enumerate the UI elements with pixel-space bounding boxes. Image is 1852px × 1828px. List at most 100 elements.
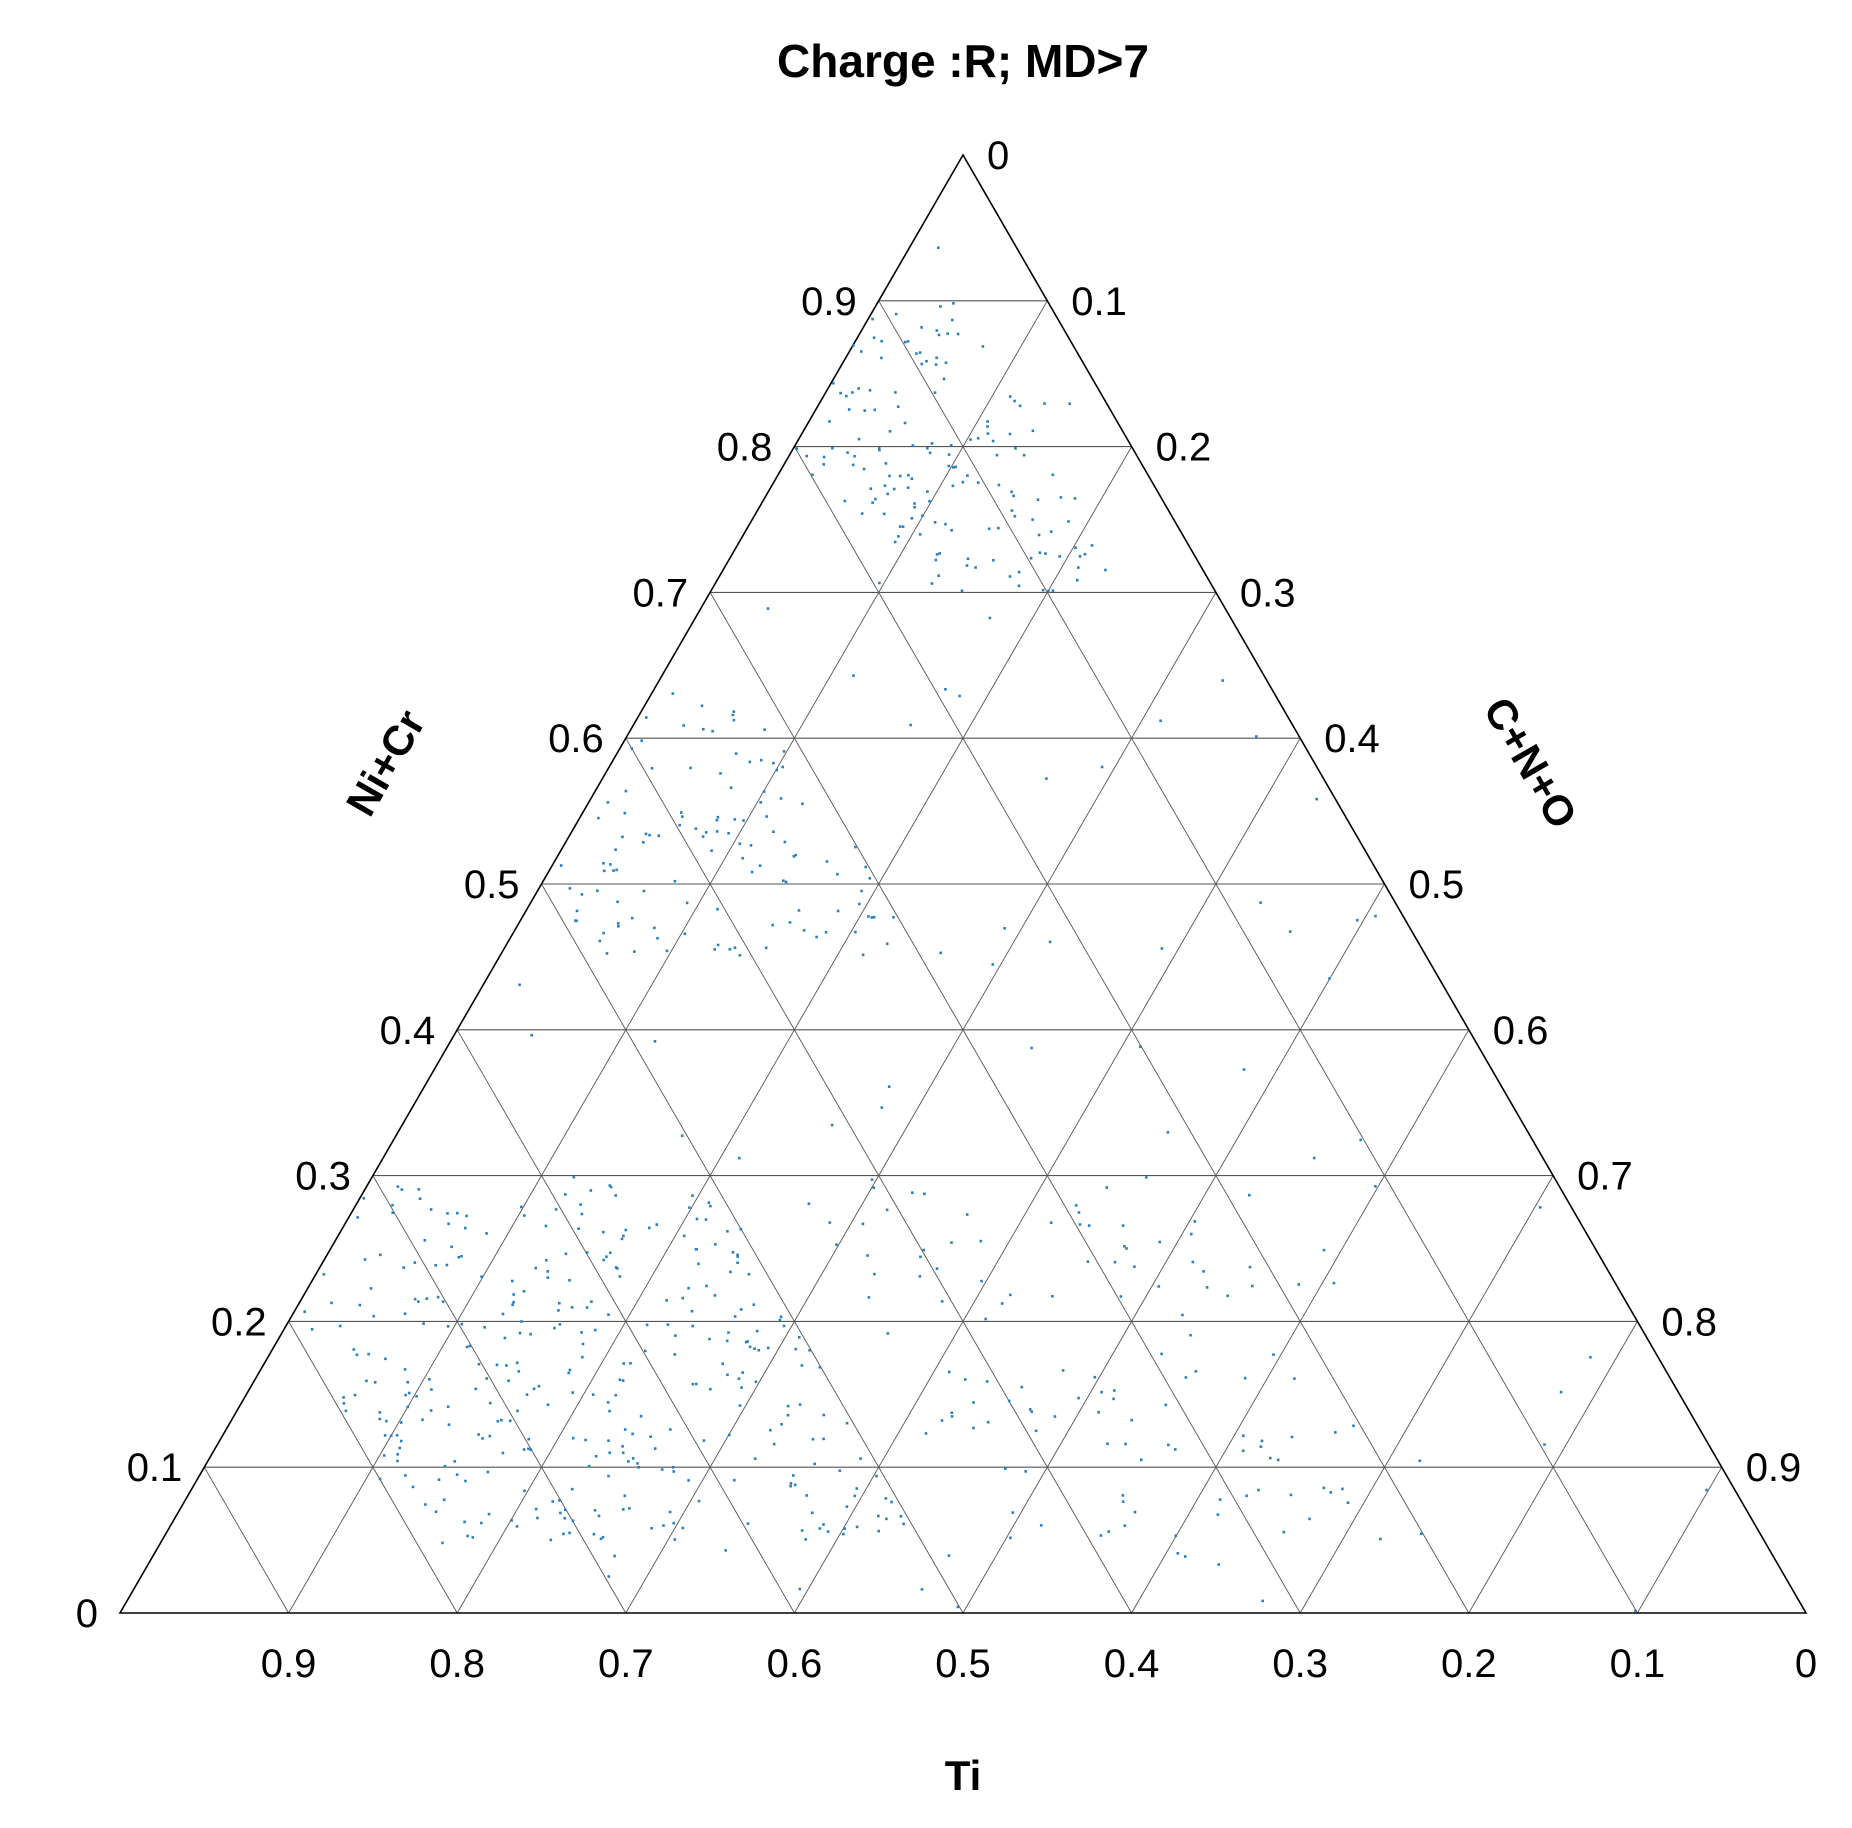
left-tick-label: 0.6 xyxy=(548,717,604,761)
data-point xyxy=(915,352,918,355)
data-point xyxy=(894,391,897,394)
data-point xyxy=(738,1156,741,1160)
data-point xyxy=(1077,566,1080,569)
data-point xyxy=(418,1197,422,1200)
left-tick-label: 0.8 xyxy=(717,426,773,470)
data-point xyxy=(1003,927,1006,930)
data-point xyxy=(591,1393,595,1396)
left-tick-label: 0.7 xyxy=(632,571,688,615)
data-point xyxy=(628,1507,631,1510)
data-point xyxy=(704,831,708,834)
data-point xyxy=(866,1254,869,1257)
data-point xyxy=(650,1527,653,1530)
data-point xyxy=(673,879,677,883)
grid-line-diagonal-a xyxy=(709,592,1301,1614)
data-point xyxy=(685,901,689,905)
data-point xyxy=(616,922,620,925)
data-point xyxy=(580,1212,584,1216)
data-point xyxy=(1112,1397,1115,1401)
data-point xyxy=(824,931,828,934)
data-point xyxy=(1190,1232,1193,1236)
data-point xyxy=(956,332,960,336)
right-tick-label: 0.7 xyxy=(1577,1155,1633,1199)
data-point xyxy=(1010,509,1014,512)
data-point xyxy=(726,1230,729,1233)
data-point xyxy=(711,729,714,733)
data-point xyxy=(1184,1376,1188,1379)
data-point xyxy=(618,1378,622,1382)
data-point xyxy=(691,1382,695,1386)
data-point xyxy=(729,786,733,789)
data-point xyxy=(669,1428,672,1431)
data-point xyxy=(937,574,940,577)
data-point xyxy=(1334,1431,1337,1434)
data-point xyxy=(950,1415,954,1418)
data-point xyxy=(714,1243,717,1246)
data-point xyxy=(1260,1439,1264,1443)
data-point xyxy=(1083,552,1087,556)
data-point xyxy=(920,326,923,329)
data-point xyxy=(683,932,687,936)
data-point xyxy=(942,377,946,381)
data-point xyxy=(1012,494,1015,498)
data-point xyxy=(581,1342,585,1346)
data-point xyxy=(1009,1293,1012,1297)
data-point xyxy=(516,1409,519,1413)
data-point xyxy=(800,1529,804,1532)
data-point xyxy=(878,581,881,585)
data-point xyxy=(1251,1284,1254,1288)
data-point xyxy=(818,1366,822,1369)
data-point xyxy=(411,1485,415,1489)
data-point xyxy=(355,1353,359,1357)
data-point xyxy=(1538,1206,1542,1209)
data-point xyxy=(980,1279,983,1283)
data-point xyxy=(822,463,825,466)
data-point xyxy=(781,765,784,769)
data-point xyxy=(738,954,742,957)
data-point xyxy=(424,1503,427,1506)
data-point xyxy=(1051,1295,1054,1298)
data-point xyxy=(1193,1220,1197,1223)
data-point xyxy=(522,1448,526,1451)
data-point xyxy=(888,430,892,433)
data-point xyxy=(1329,1491,1333,1494)
data-point xyxy=(687,1286,690,1290)
data-point xyxy=(854,930,857,934)
data-point xyxy=(620,1237,624,1241)
data-point xyxy=(1121,1500,1125,1503)
data-point xyxy=(1322,1248,1326,1252)
data-point xyxy=(1044,552,1047,555)
data-point xyxy=(495,1363,499,1367)
data-point xyxy=(621,1451,625,1455)
left-tick-label: 0.5 xyxy=(464,863,520,907)
data-point xyxy=(1589,1356,1592,1359)
data-point xyxy=(395,1434,399,1437)
data-point xyxy=(1059,496,1063,499)
data-point xyxy=(430,1388,433,1391)
data-point xyxy=(736,1261,739,1264)
data-point xyxy=(972,1426,975,1430)
data-point xyxy=(557,1309,560,1312)
data-point xyxy=(1289,1493,1293,1497)
data-point xyxy=(630,747,634,750)
data-point xyxy=(546,1270,549,1273)
data-point xyxy=(739,1308,743,1311)
data-point xyxy=(1041,588,1045,592)
bottom-tick-label: 0.1 xyxy=(1610,1642,1666,1686)
data-point xyxy=(870,916,874,919)
data-point xyxy=(466,1534,469,1538)
data-point xyxy=(465,1345,469,1349)
data-point xyxy=(906,486,910,489)
grid-line-diagonal-a xyxy=(878,300,1638,1614)
data-point xyxy=(510,1519,513,1522)
data-point xyxy=(732,710,736,713)
data-point xyxy=(733,1315,737,1318)
data-point xyxy=(744,1340,748,1344)
data-point xyxy=(404,1393,407,1397)
data-point xyxy=(572,1436,575,1440)
data-point xyxy=(1328,977,1331,980)
data-point xyxy=(614,1194,617,1197)
data-point xyxy=(852,674,855,677)
data-point xyxy=(631,1432,634,1436)
data-point xyxy=(399,1439,403,1443)
